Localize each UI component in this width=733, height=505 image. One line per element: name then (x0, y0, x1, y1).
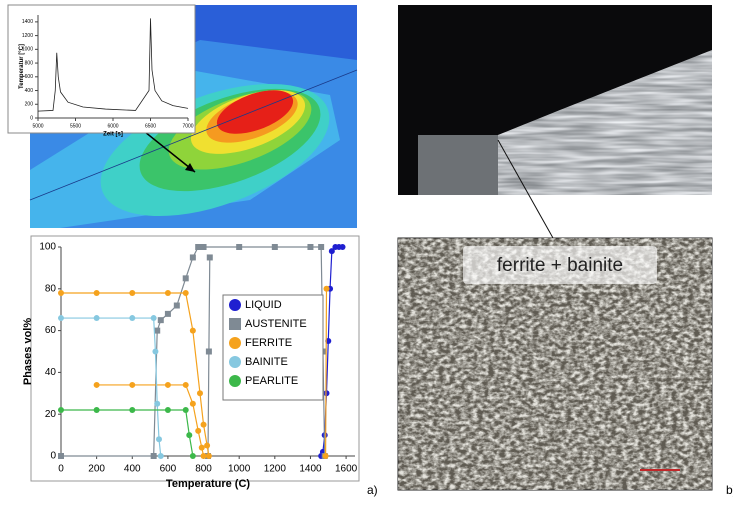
micrograph-label: ferrite + bainite (497, 255, 623, 276)
legend-swatch (229, 318, 241, 330)
marker (195, 428, 201, 434)
y-tick-label: 60 (45, 325, 57, 336)
y-tick-label: 1400 (22, 19, 33, 25)
y-tick-label: 800 (25, 60, 34, 66)
marker (129, 315, 135, 321)
marker (158, 453, 164, 459)
panel-label: b) (726, 483, 733, 497)
marker (154, 328, 160, 334)
marker (236, 244, 242, 250)
figure: ferrite + bainite a) b) 0200400600800100… (0, 0, 733, 500)
x-tick-label: 1200 (264, 464, 287, 475)
marker (156, 436, 162, 442)
x-tick-label: 1400 (299, 464, 322, 475)
marker (94, 407, 100, 413)
macrograph (398, 5, 712, 238)
panel-label: a) (367, 483, 378, 497)
marker (340, 244, 346, 250)
x-tick-label: 0 (58, 464, 64, 475)
y-tick-label: 0 (50, 451, 56, 462)
marker (165, 311, 171, 317)
y-axis-label: Phases vol% (22, 318, 34, 385)
marker (154, 401, 160, 407)
y-tick-label: 40 (45, 367, 57, 378)
marker (199, 445, 205, 451)
marker (186, 432, 192, 438)
inset-frame (8, 5, 195, 133)
y-tick-label: 1200 (22, 33, 33, 39)
marker (94, 382, 100, 388)
marker (165, 382, 171, 388)
legend-swatch (229, 356, 241, 368)
marker (190, 401, 196, 407)
marker (190, 453, 196, 459)
marker (94, 290, 100, 296)
x-tick-label: 6500 (145, 123, 156, 129)
legend-swatch (229, 337, 241, 349)
marker (151, 315, 157, 321)
x-tick-label: 600 (160, 464, 177, 475)
y-tick-label: 200 (25, 102, 34, 108)
legend-label: PEARLITE (245, 375, 298, 387)
legend-swatch (229, 375, 241, 387)
x-tick-label: 1600 (335, 464, 358, 475)
marker (190, 254, 196, 260)
marker (195, 244, 201, 250)
y-axis-label: Temperatur [°C] (19, 44, 25, 89)
legend-swatch (229, 299, 241, 311)
marker (272, 244, 278, 250)
x-tick-label: 400 (124, 464, 141, 475)
marker (151, 453, 157, 459)
marker (174, 303, 180, 309)
marker (183, 382, 189, 388)
marker (58, 407, 64, 413)
marker (183, 275, 189, 281)
x-tick-label: 1000 (228, 464, 251, 475)
x-tick-label: 200 (88, 464, 105, 475)
marker (165, 407, 171, 413)
x-tick-label: 5000 (32, 123, 43, 129)
legend-label: LIQUID (245, 299, 282, 311)
marker (152, 349, 158, 355)
marker (323, 453, 329, 459)
y-tick-label: 600 (25, 74, 34, 80)
y-tick-label: 0 (30, 115, 33, 121)
marker (204, 443, 210, 449)
marker (190, 328, 196, 334)
marker (201, 453, 207, 459)
marker (129, 407, 135, 413)
x-axis-label: Zeit [s] (103, 132, 123, 138)
x-tick-label: 5500 (70, 123, 81, 129)
marker (197, 390, 203, 396)
legend-label: BAINITE (245, 356, 288, 368)
marker (318, 244, 324, 250)
marker (129, 382, 135, 388)
marker (183, 407, 189, 413)
marker (165, 290, 171, 296)
marker (307, 244, 313, 250)
y-tick-label: 100 (39, 242, 56, 253)
marker (158, 317, 164, 323)
x-tick-label: 6000 (107, 123, 118, 129)
marker (201, 422, 207, 428)
marker (58, 453, 64, 459)
y-tick-label: 400 (25, 88, 34, 94)
marker (94, 315, 100, 321)
marker (183, 290, 189, 296)
x-tick-label: 800 (195, 464, 212, 475)
legend-label: AUSTENITE (245, 318, 307, 330)
marker (129, 290, 135, 296)
marker (58, 315, 64, 321)
y-tick-label: 20 (45, 409, 57, 420)
y-tick-label: 80 (45, 283, 57, 294)
marker (201, 244, 207, 250)
marker (206, 453, 212, 459)
marker (58, 290, 64, 296)
x-axis-label: Temperature (C) (166, 478, 250, 490)
x-tick-label: 7000 (182, 123, 193, 129)
marker (206, 349, 212, 355)
marker (207, 254, 213, 260)
marker (323, 286, 329, 292)
legend-label: FERRITE (245, 337, 292, 349)
